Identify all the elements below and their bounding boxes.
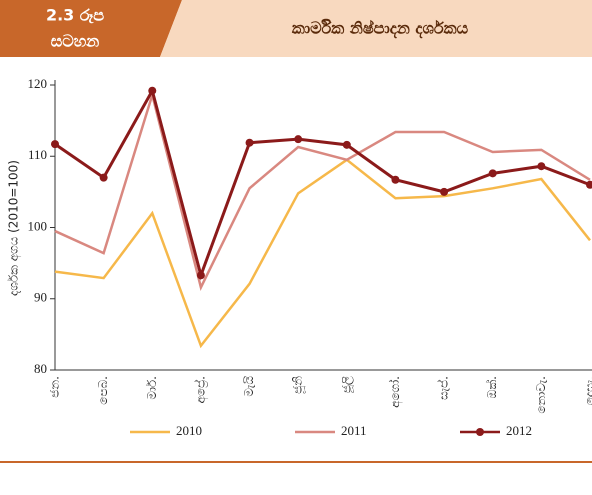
legend-marker <box>476 428 484 436</box>
point <box>343 141 351 149</box>
y-tick-label: 120 <box>28 76 48 91</box>
point <box>246 139 254 147</box>
point <box>294 135 302 143</box>
point <box>51 140 59 148</box>
x-tick-label: මාර්. <box>145 376 159 400</box>
point <box>586 181 592 189</box>
series-line <box>55 91 590 276</box>
x-tick-label: සැප්. <box>436 376 450 400</box>
x-tick-label: ඔක්. <box>485 376 499 398</box>
x-tick-label: අගෝ. <box>388 376 403 408</box>
legend-label: 2012 <box>506 423 532 438</box>
y-tick-label: 90 <box>34 290 47 305</box>
legend-label: 2010 <box>176 423 202 438</box>
x-tick-label: මැයි <box>242 376 256 397</box>
point <box>391 176 399 184</box>
x-tick-label: ජූලි <box>339 376 354 393</box>
y-tick-label: 100 <box>28 218 48 233</box>
point <box>537 162 545 170</box>
x-tick-label: ජූනි <box>291 376 306 394</box>
x-tick-label: දෙසැ. <box>583 376 592 405</box>
point <box>148 87 156 95</box>
point <box>489 169 497 177</box>
legend-label: 2011 <box>341 423 367 438</box>
x-tick-label: අප්‍රේ. <box>193 376 208 404</box>
figure-number: 2.3 රූප <box>46 6 104 25</box>
y-tick-label: 80 <box>34 361 47 376</box>
point <box>100 174 108 182</box>
chart-title: කාර්මික නිෂ්පාදන දර්ශකය <box>292 19 469 39</box>
y-tick-label: 110 <box>28 147 47 162</box>
figure-word: සටහන <box>51 32 100 51</box>
x-tick-label: ජන. <box>48 376 62 398</box>
point <box>197 271 205 279</box>
x-tick-label: පෙබ. <box>96 376 110 405</box>
y-axis-label: දර්ශක අගය (2010=100) <box>7 160 22 296</box>
x-tick-label: නොවැ. <box>534 376 548 414</box>
point <box>440 188 448 196</box>
series-line <box>55 160 590 346</box>
